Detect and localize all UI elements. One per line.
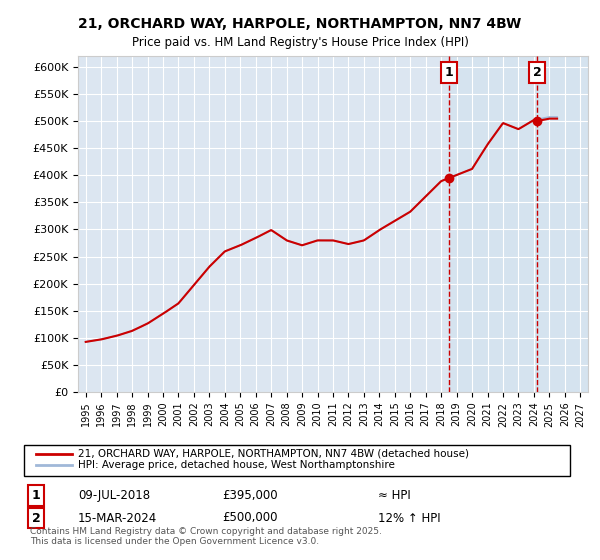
Text: 1: 1 [445, 66, 454, 79]
Text: 2: 2 [32, 511, 40, 525]
Text: Price paid vs. HM Land Registry's House Price Index (HPI): Price paid vs. HM Land Registry's House … [131, 36, 469, 49]
Text: ≈ HPI: ≈ HPI [378, 489, 411, 502]
Text: 21, ORCHARD WAY, HARPOLE, NORTHAMPTON, NN7 4BW: 21, ORCHARD WAY, HARPOLE, NORTHAMPTON, N… [79, 17, 521, 31]
Text: HPI: Average price, detached house, West Northamptonshire: HPI: Average price, detached house, West… [78, 460, 395, 470]
Text: 1: 1 [32, 489, 40, 502]
Bar [449, 56, 537, 392]
Text: £500,000: £500,000 [222, 511, 277, 525]
Text: 12% ↑ HPI: 12% ↑ HPI [378, 511, 440, 525]
Text: Contains HM Land Registry data © Crown copyright and database right 2025.
This d: Contains HM Land Registry data © Crown c… [30, 526, 382, 546]
Text: 09-JUL-2018: 09-JUL-2018 [78, 489, 150, 502]
Bar [537, 56, 588, 392]
Text: £395,000: £395,000 [222, 489, 278, 502]
Text: 21, ORCHARD WAY, HARPOLE, NORTHAMPTON, NN7 4BW (detached house): 21, ORCHARD WAY, HARPOLE, NORTHAMPTON, N… [78, 449, 469, 459]
Text: 2: 2 [533, 66, 542, 79]
Text: 15-MAR-2024: 15-MAR-2024 [78, 511, 157, 525]
